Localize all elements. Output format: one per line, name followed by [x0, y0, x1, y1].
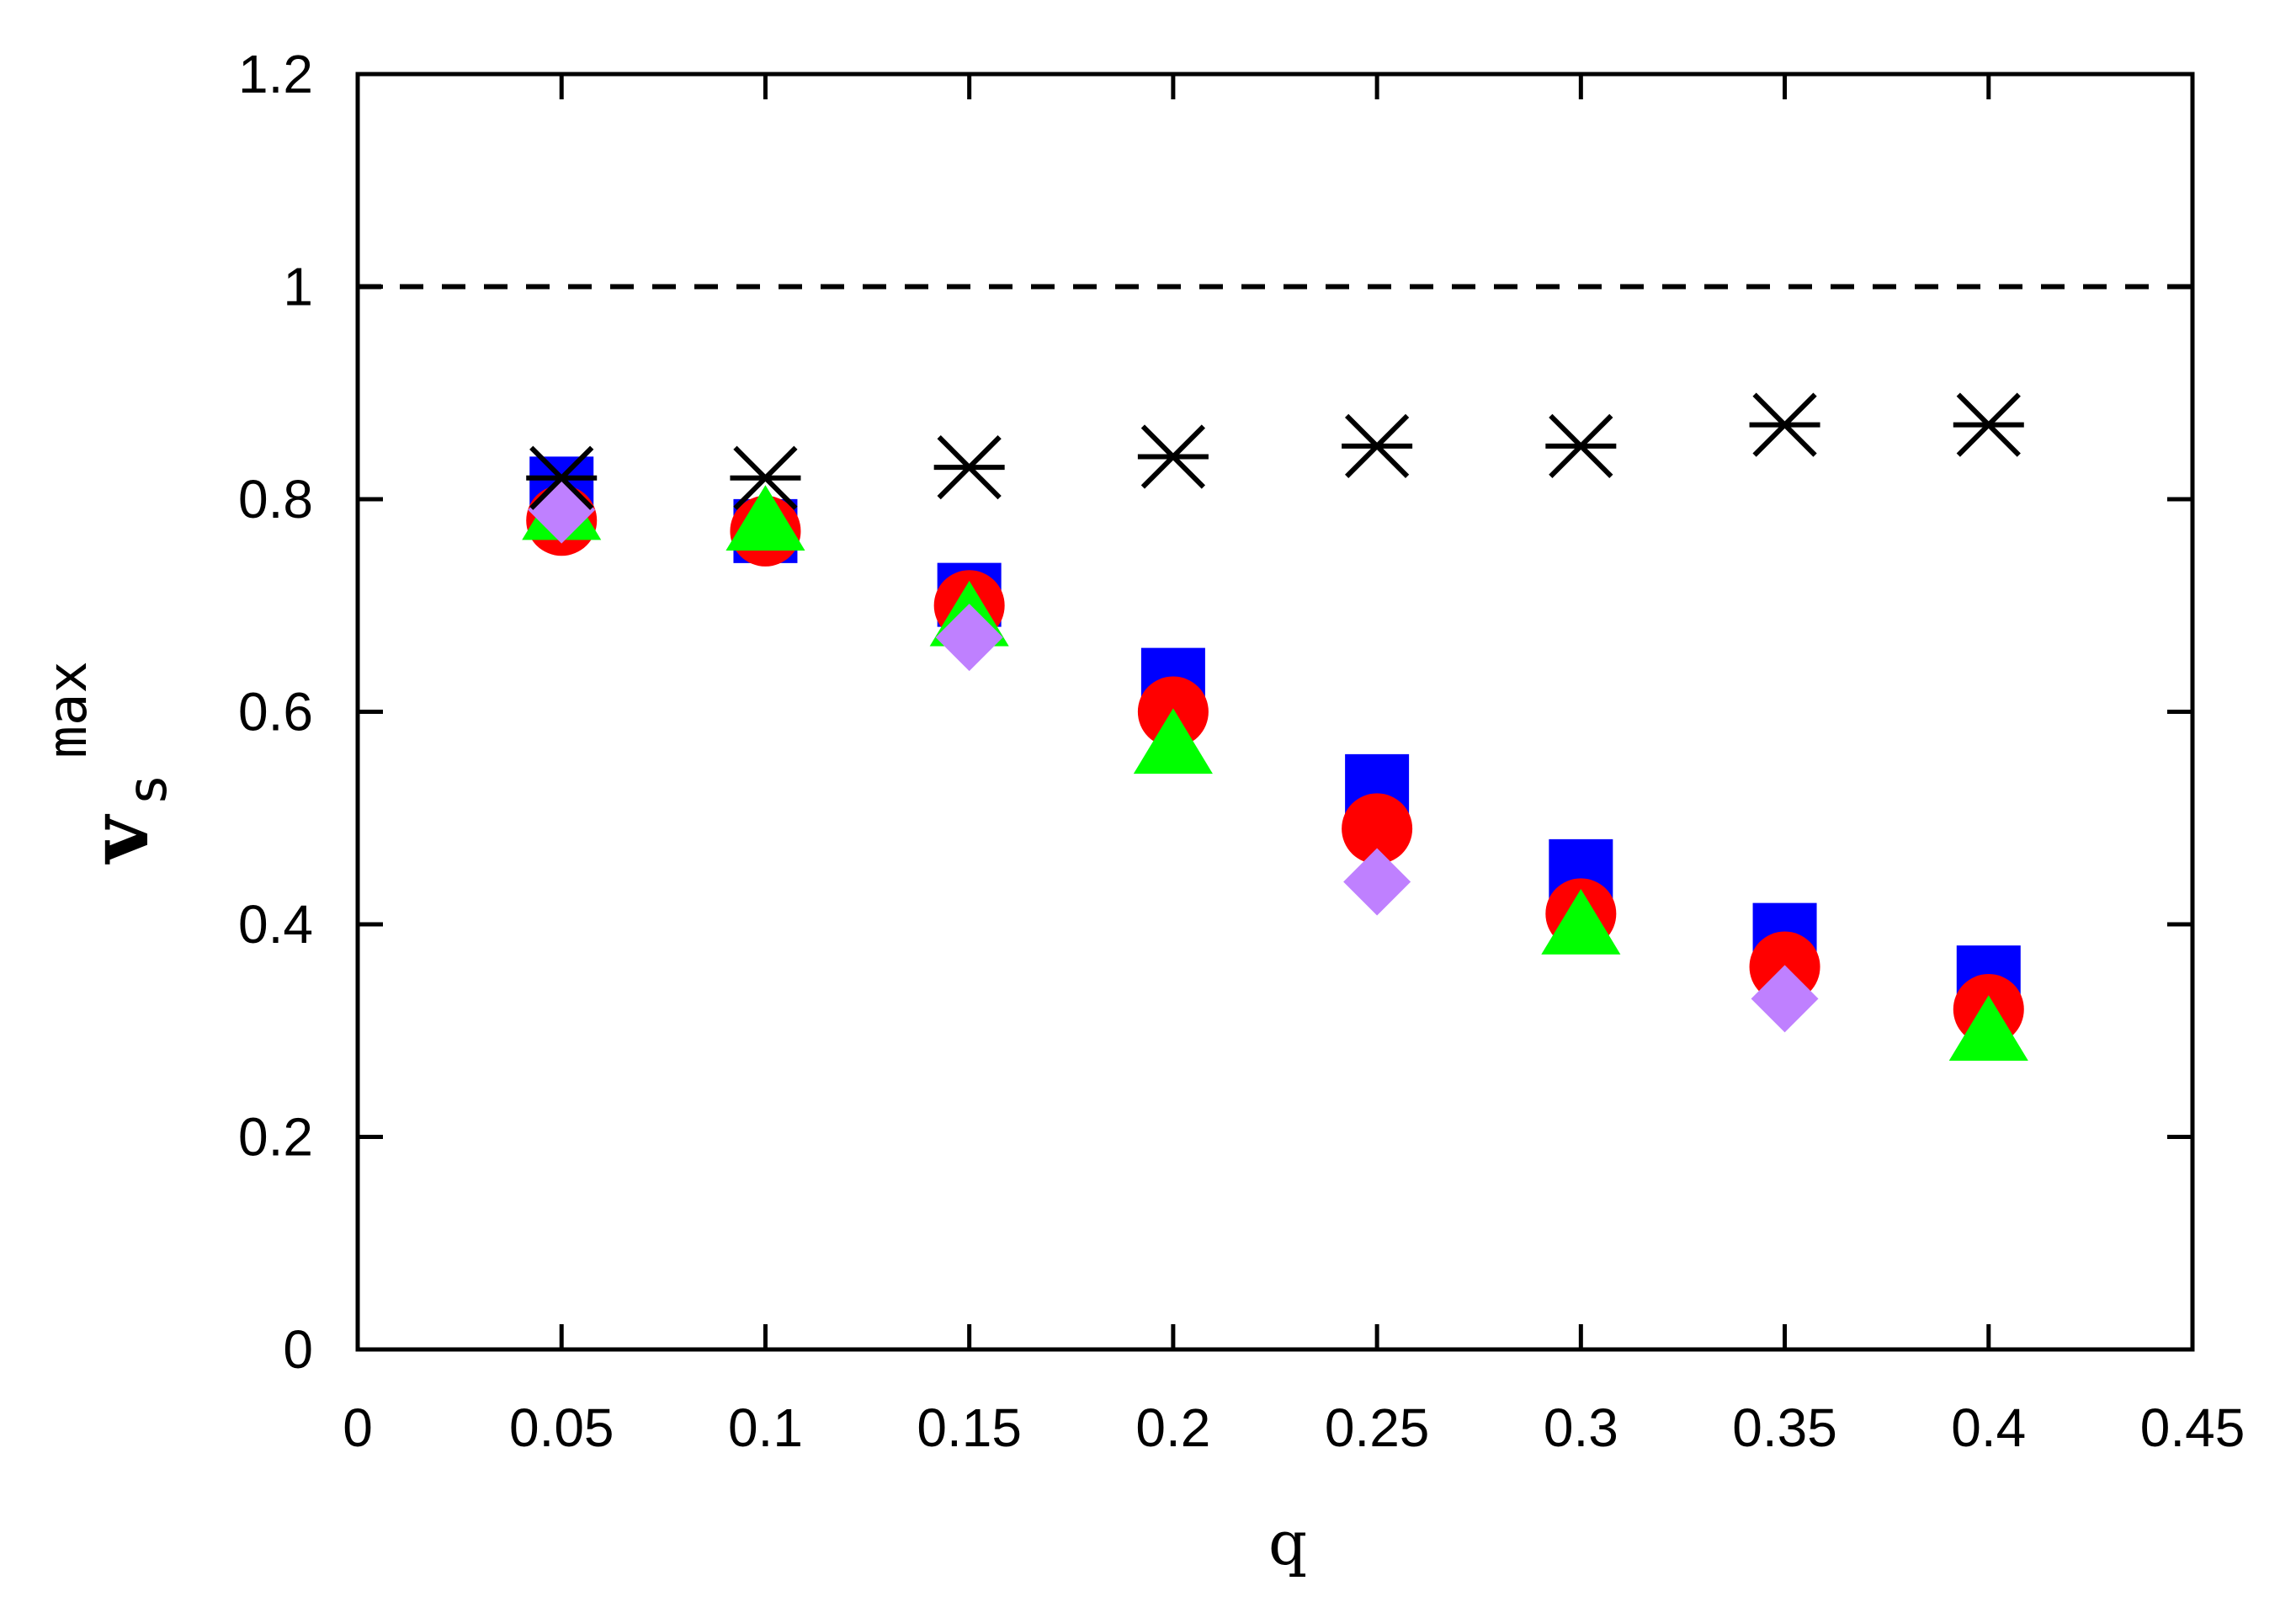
- marker-layer: [522, 392, 2028, 1061]
- asterisk-stroke: [1752, 392, 1817, 457]
- y-tick-label: 0.2: [238, 1107, 313, 1168]
- asterisk-stroke: [1344, 413, 1410, 478]
- asterisk-marker: [933, 435, 1005, 500]
- plot-frame: [355, 72, 2195, 1352]
- asterisk-stroke: [937, 435, 1002, 500]
- y-tick-label: 0.4: [238, 894, 313, 955]
- diamond-marker: [1343, 848, 1411, 916]
- x-tick-label: 0: [343, 1397, 373, 1458]
- triangle-marker: [1948, 995, 2028, 1061]
- asterisk-marker: [1545, 413, 1617, 478]
- y-axis-title: v s max: [37, 661, 179, 865]
- y-tick-label: 0.6: [238, 682, 313, 742]
- asterisk-marker: [730, 445, 801, 510]
- x-axis-title: q: [1268, 1508, 1307, 1578]
- y-tick-label: 0: [283, 1319, 313, 1380]
- x-tick-label: 0.1: [728, 1397, 803, 1458]
- x-tick-label: 0.05: [509, 1397, 614, 1458]
- triangle-marker: [1133, 708, 1213, 774]
- asterisk-stroke: [733, 445, 798, 510]
- circle-marker: [1342, 793, 1413, 865]
- tick-label-layer: 0 0.05 0.1 0.15 0.2 0.25 0.3 0.35 0.4 0.45 0 0.2 0.4…: [238, 44, 2245, 1458]
- triangle-marker: [1541, 889, 1621, 955]
- asterisk-marker: [1342, 413, 1413, 478]
- y-axis-title-subscript: s: [117, 774, 179, 806]
- x-tick-label: 0.35: [1732, 1397, 1837, 1458]
- y-axis-title-main: v: [72, 813, 167, 865]
- asterisk-stroke: [529, 445, 594, 510]
- asterisk-stroke: [1956, 392, 2021, 457]
- y-axis-title-superscript: max: [37, 661, 99, 758]
- x-tick-label: 0.45: [2140, 1397, 2246, 1458]
- asterisk-marker: [1953, 392, 2024, 457]
- asterisk-marker: [526, 445, 598, 510]
- asterisk-stroke: [1140, 424, 1206, 489]
- asterisk-marker: [1749, 392, 1820, 457]
- asterisk-marker: [1137, 424, 1209, 489]
- y-tick-label: 1.2: [238, 44, 313, 104]
- y-tick-label: 0.8: [238, 469, 313, 530]
- x-tick-label: 0.3: [1544, 1397, 1618, 1458]
- y-tick-label: 1: [283, 257, 313, 317]
- x-tick-label: 0.15: [917, 1397, 1022, 1458]
- asterisk-stroke: [1549, 413, 1613, 478]
- svg-text:v s max: v s max: [37, 661, 179, 865]
- triangle-marker: [725, 485, 805, 551]
- x-tick-label: 0.2: [1135, 1397, 1210, 1458]
- x-tick-label: 0.4: [1951, 1397, 2026, 1458]
- x-tick-label: 0.25: [1325, 1397, 1430, 1458]
- tick-layer: [355, 72, 2195, 1352]
- diamond-marker: [935, 604, 1003, 672]
- diamond-marker: [1751, 965, 1819, 1033]
